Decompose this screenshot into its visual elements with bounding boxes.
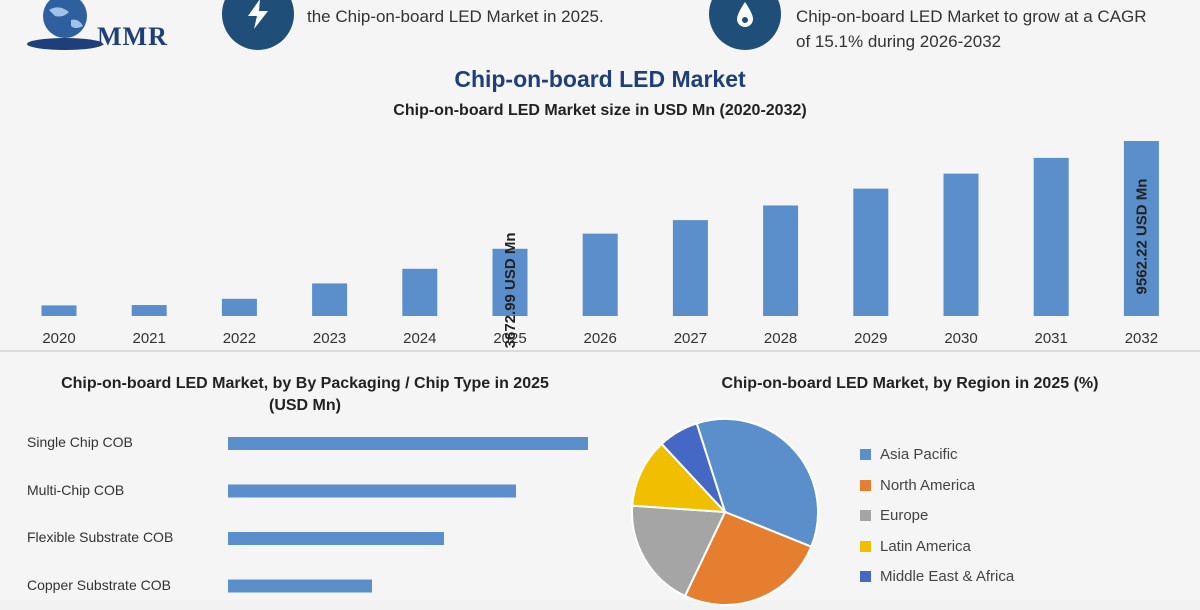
bar-2032 [1123, 141, 1159, 316]
bar-2031 [1033, 157, 1069, 316]
bar-2027 [672, 220, 708, 316]
pie-slice-asia-pacific [695, 418, 819, 548]
header-right-text-line2: of 15.1% during 2026-2032 [796, 32, 1002, 51]
legend-swatch [860, 510, 871, 521]
bar-2025 [492, 248, 528, 316]
x-tick-2030: 2030 [944, 330, 977, 347]
segment-bar-chart [228, 437, 588, 593]
legend-label: North America [880, 476, 976, 494]
bar-2029 [853, 188, 889, 316]
x-tick-2023: 2023 [313, 330, 346, 347]
bar-chart-title: Chip-on-board LED Market size in USD Mn … [393, 102, 807, 119]
bar-2020 [41, 305, 77, 316]
pie-slice-middle-east-africa [660, 422, 726, 513]
hbar-multi-chip-cob [228, 484, 516, 498]
x-tick-2022: 2022 [223, 330, 256, 347]
x-tick-2027: 2027 [674, 330, 707, 347]
logo-text: MMR [97, 22, 168, 51]
mmr-logo: MMR [25, 0, 195, 52]
legend-label: Europe [880, 507, 929, 524]
x-tick-2029: 2029 [854, 330, 887, 347]
legend-swatch [860, 479, 871, 491]
x-tick-2028: 2028 [764, 330, 797, 347]
region-chart-title: Chip-on-board LED Market, by Region in 2… [721, 375, 1099, 392]
x-tick-2021: 2021 [133, 330, 166, 347]
pie-slice-latin-america [631, 442, 728, 514]
x-tick-2025: 2025 [493, 330, 526, 347]
header-right-text-line1: Chip-on-board LED Market to grow at a CA… [796, 7, 1147, 26]
market-size-bar-chart: 2020 2021 2022 2023 2024 2025 2026 2027 2028 2029… [41, 141, 1159, 348]
x-tick-2020: 2020 [42, 330, 75, 347]
legend-item: Latin America [860, 538, 971, 555]
legend-item: Europe [860, 507, 928, 524]
segment-chart-title-line1: Chip-on-board LED Market, by By Packagin… [61, 375, 549, 392]
x-tick-2032: 2032 [1125, 330, 1158, 347]
segment-chart-title-line2: (USD Mn) [269, 397, 341, 414]
region-pie-chart [631, 418, 819, 606]
hbar-flexible-substrate-cob [228, 532, 444, 545]
section-divider [0, 350, 1200, 352]
legend-label: Latin America [880, 537, 971, 555]
legend-swatch [860, 571, 871, 582]
bar-2024 [402, 268, 438, 316]
legend-item: Middle East & Africa [860, 568, 1014, 585]
segment-label: Flexible Substrate COB [27, 529, 174, 545]
data-label-2032: 9562.22 USD Mn [1133, 179, 1150, 295]
x-tick-2024: 2024 [403, 330, 436, 347]
legend-label: Middle East & Africa [880, 568, 1015, 585]
segment-panel [0, 352, 1200, 600]
segment-label: Copper Substrate COB [27, 576, 171, 593]
hbar-copper-substrate-cob [228, 579, 372, 593]
x-tick-2031: 2031 [1035, 330, 1068, 347]
segment-label: Single Chip COB [27, 434, 133, 450]
legend-item: North America [860, 477, 975, 494]
header-left-text: the Chip-on-board LED Market in 2025. [307, 7, 604, 26]
legend-swatch [860, 540, 871, 552]
bar-2026 [582, 233, 618, 316]
bar-2021 [131, 305, 167, 316]
page-title: Chip-on-board LED Market [454, 66, 746, 92]
legend-label: Asia Pacific [880, 446, 958, 463]
legend-item: Asia Pacific [860, 446, 958, 463]
pie-slice-europe [631, 504, 727, 598]
legend-swatch [860, 449, 871, 460]
bar-2028 [763, 205, 799, 316]
x-tick-2026: 2026 [584, 330, 617, 347]
segment-label: Multi-Chip COB [27, 481, 125, 498]
bar-2023 [312, 283, 348, 316]
bar-2030 [943, 173, 979, 316]
data-label-2025: 3672.99 USD Mn [502, 232, 519, 348]
bar-2022 [221, 298, 257, 316]
globe-icon [27, 0, 103, 50]
hbar-single-chip-cob [228, 437, 588, 450]
